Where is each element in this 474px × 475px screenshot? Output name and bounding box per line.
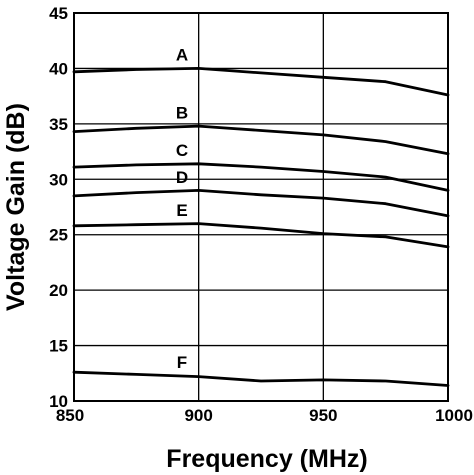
y-tick-labels: 10 15 20 25 30 35 40 45 — [49, 4, 68, 411]
x-tick-label: 950 — [309, 406, 337, 425]
y-axis-title: Voltage Gain (dB) — [2, 103, 30, 311]
y-tick-label: 25 — [49, 226, 68, 245]
y-tick-label: 30 — [49, 170, 68, 189]
series-lines — [72, 67, 450, 387]
y-tick-label: 40 — [49, 59, 68, 78]
series-line-f — [72, 370, 450, 387]
y-tick-label: 35 — [49, 115, 68, 134]
series-label-f: F — [177, 353, 187, 372]
series-label-b: B — [176, 104, 188, 123]
x-tick-label: 850 — [56, 406, 84, 425]
y-tick-label: 10 — [49, 392, 68, 411]
series-label-a: A — [176, 46, 188, 65]
series-line-c — [72, 162, 450, 192]
series-line-d — [72, 188, 450, 218]
x-axis-title: Frequency (MHz) — [166, 445, 367, 473]
series-line-b — [72, 124, 450, 156]
grid-lines — [74, 13, 448, 401]
series-label-c: C — [176, 141, 188, 160]
series-line-e — [72, 222, 450, 249]
plot-frame — [73, 12, 449, 402]
series-label-e: E — [176, 201, 187, 220]
series-line-a — [72, 67, 450, 97]
x-tick-labels: 850 900 950 1000 — [56, 406, 473, 425]
y-tick-label: 45 — [49, 4, 68, 23]
x-tick-label: 1000 — [435, 406, 473, 425]
x-tick-label: 900 — [184, 406, 212, 425]
series-label-d: D — [176, 168, 188, 187]
y-tick-label: 15 — [49, 337, 68, 356]
y-tick-label: 20 — [49, 281, 68, 300]
